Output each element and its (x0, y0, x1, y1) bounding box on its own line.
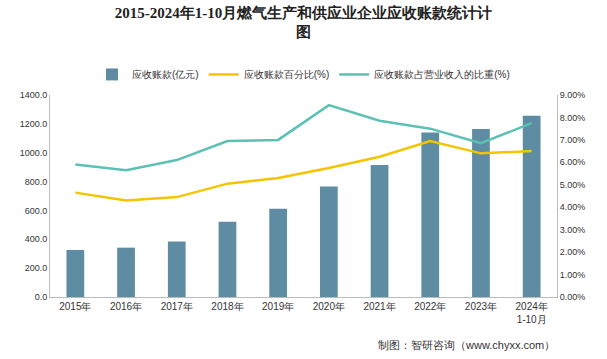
svg-text:应收账款百分比(%): 应收账款百分比(%) (244, 69, 330, 80)
svg-text:2024年1-10月: 2024年1-10月 (516, 301, 548, 325)
svg-text:制图：智研咨询（www.chyxx.com）: 制图：智研咨询（www.chyxx.com） (378, 339, 555, 351)
svg-text:6.00%: 6.00% (560, 157, 586, 167)
svg-text:2022年: 2022年 (414, 301, 446, 312)
svg-text:2015-2024年1-10月燃气生产和供应业企业应收账款统: 2015-2024年1-10月燃气生产和供应业企业应收账款统计计图 (115, 4, 493, 41)
svg-text:7.00%: 7.00% (560, 135, 586, 145)
svg-text:2020年: 2020年 (313, 301, 345, 312)
svg-text:1000.0: 1000.0 (20, 148, 48, 158)
svg-text:9.00%: 9.00% (560, 90, 586, 100)
svg-text:2.00%: 2.00% (560, 247, 586, 257)
svg-text:0.00%: 0.00% (560, 292, 586, 302)
svg-text:400.0: 400.0 (25, 234, 48, 244)
svg-text:2016年: 2016年 (110, 301, 142, 312)
svg-text:2021年: 2021年 (363, 301, 395, 312)
svg-text:200.0: 200.0 (25, 263, 48, 273)
svg-text:2015年: 2015年 (59, 301, 91, 312)
svg-text:800.0: 800.0 (25, 177, 48, 187)
svg-text:5.00%: 5.00% (560, 180, 586, 190)
svg-text:应收账款(亿元): 应收账款(亿元) (132, 69, 199, 80)
svg-text:2017年: 2017年 (161, 301, 193, 312)
svg-text:1200.0: 1200.0 (20, 119, 48, 129)
svg-text:600.0: 600.0 (25, 206, 48, 216)
svg-text:8.00%: 8.00% (560, 113, 586, 123)
svg-text:4.00%: 4.00% (560, 202, 586, 212)
svg-text:2019年: 2019年 (262, 301, 294, 312)
svg-text:1400.0: 1400.0 (20, 90, 48, 100)
svg-text:应收账款占营业收入的比重(%): 应收账款占营业收入的比重(%) (374, 69, 510, 80)
svg-text:3.00%: 3.00% (560, 225, 586, 235)
svg-text:1.00%: 1.00% (560, 270, 586, 280)
svg-text:2018年: 2018年 (211, 301, 243, 312)
svg-text:2023年: 2023年 (465, 301, 497, 312)
svg-text:0.0: 0.0 (35, 292, 48, 302)
